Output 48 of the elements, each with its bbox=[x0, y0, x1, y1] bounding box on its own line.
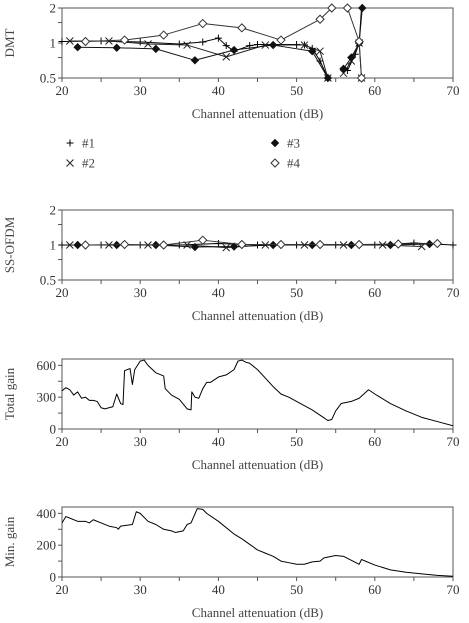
y-axis-title: Total gain bbox=[2, 367, 17, 420]
x-tick-label: 60 bbox=[368, 83, 382, 98]
legend-label: #4 bbox=[287, 156, 300, 170]
y-tick-label: 0.5 bbox=[40, 272, 56, 288]
x-tick-label: 50 bbox=[290, 285, 304, 300]
y-tick-label: 600 bbox=[36, 358, 56, 373]
x-tick-label: 60 bbox=[368, 434, 382, 449]
x-tick-label: 40 bbox=[212, 83, 225, 98]
y-tick-label: 1 bbox=[50, 238, 56, 252]
x-tick-label: 20 bbox=[56, 83, 68, 98]
x-tick-label: 60 bbox=[368, 285, 382, 300]
x-tick-label: 40 bbox=[212, 582, 225, 597]
x-tick-label: 50 bbox=[290, 434, 304, 449]
y-tick-label: 2 bbox=[50, 0, 56, 16]
y-tick-label: 200 bbox=[36, 538, 56, 553]
x-tick-label: 30 bbox=[134, 582, 147, 597]
y-tick-label: 2 bbox=[50, 202, 56, 218]
x-tick-label: 20 bbox=[56, 434, 68, 449]
x-axis-title: Channel attenuation (dB) bbox=[192, 308, 324, 323]
x-tick-label: 50 bbox=[290, 83, 304, 98]
y-axis-title: SS-OFDM bbox=[2, 216, 17, 274]
x-tick-label: 30 bbox=[134, 434, 147, 449]
x-tick-label: 40 bbox=[212, 285, 225, 300]
y-axis-title: DMT bbox=[2, 28, 17, 58]
x-axis-title: Channel attenuation (dB) bbox=[192, 457, 324, 472]
legend-label: #2 bbox=[82, 156, 95, 170]
x-tick-label: 70 bbox=[446, 582, 460, 597]
y-axis-title: Min. gain bbox=[2, 516, 17, 568]
y-tick-label: 400 bbox=[36, 506, 56, 521]
y-tick-label: 0 bbox=[50, 422, 56, 436]
y-tick-label: 0.5 bbox=[40, 70, 56, 86]
x-tick-label: 50 bbox=[290, 582, 304, 597]
y-tick-label: 300 bbox=[36, 390, 56, 405]
x-tick-label: 60 bbox=[368, 582, 382, 597]
x-tick-label: 70 bbox=[446, 434, 460, 449]
x-tick-label: 20 bbox=[56, 582, 68, 597]
x-tick-label: 20 bbox=[56, 285, 68, 300]
x-tick-label: 70 bbox=[446, 285, 460, 300]
legend-label: #3 bbox=[287, 136, 300, 150]
y-tick-label: 1 bbox=[50, 36, 56, 50]
x-axis-title: Channel attenuation (dB) bbox=[192, 106, 324, 121]
x-tick-label: 40 bbox=[212, 434, 225, 449]
x-tick-label: 30 bbox=[134, 285, 147, 300]
x-tick-label: 70 bbox=[446, 83, 460, 98]
y-tick-label: 0 bbox=[50, 570, 56, 584]
x-tick-label: 30 bbox=[134, 83, 147, 98]
legend-label: #1 bbox=[82, 136, 95, 150]
x-axis-title: Channel attenuation (dB) bbox=[192, 605, 324, 620]
